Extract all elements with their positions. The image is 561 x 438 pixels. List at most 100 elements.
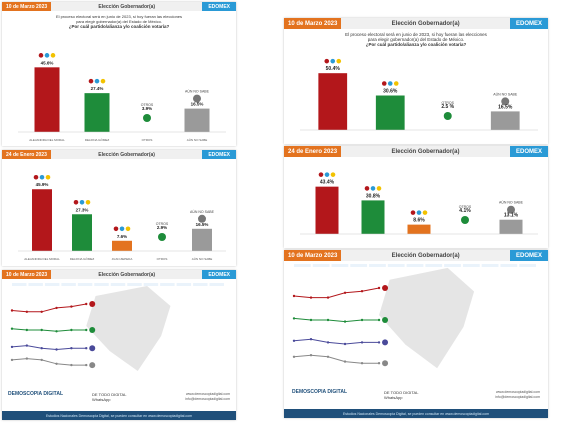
candidate-label: OTROS xyxy=(157,257,168,261)
series-point xyxy=(326,355,330,358)
timeline-tick xyxy=(500,264,518,267)
brand-logo: DEMOSCOPIA DIGITAL xyxy=(292,389,347,395)
value-label: 16.5% xyxy=(191,102,204,107)
series-line xyxy=(11,345,87,351)
timeline-tick xyxy=(12,283,27,286)
bar xyxy=(184,108,210,132)
bar-category-label: OTROS xyxy=(442,101,455,105)
series-point xyxy=(309,296,313,299)
bar-category-label: AÚN NO SABE xyxy=(499,201,524,205)
question-icon xyxy=(198,214,206,223)
bar xyxy=(318,73,348,130)
web-url[interactable]: www.demoscopiadigital.com xyxy=(496,390,540,394)
email-address[interactable]: info@demoscopiadigital.com xyxy=(495,395,540,399)
timeline-tick xyxy=(294,264,311,267)
panel-title: Elección Gobernador(a) xyxy=(50,150,203,159)
series-line xyxy=(293,354,380,364)
otros-icon xyxy=(461,216,469,224)
timeline-tick xyxy=(209,283,224,286)
candidate-label: JUAN ZEPEDA xyxy=(112,257,133,261)
state-map-shape xyxy=(379,267,475,369)
panel-header: 10 de Marzo 2023 Elección Gobernador(a) … xyxy=(2,270,236,279)
series-point xyxy=(343,291,347,294)
value-label: 50.4% xyxy=(326,66,341,72)
party-logo-icon xyxy=(387,81,393,86)
panel-header: 10 de Marzo 2023 Elección Gobernador(a) … xyxy=(2,2,236,11)
timeline-tick xyxy=(444,264,461,267)
panel-header: 24 de Enero 2023 Elección Gobernador(a) … xyxy=(284,146,548,157)
party-logo-icon xyxy=(85,199,91,205)
panel-date: 10 de Marzo 2023 xyxy=(284,250,342,261)
value-label: 27.3% xyxy=(76,207,89,212)
web-url[interactable]: www.demoscopiadigital.com xyxy=(186,392,230,396)
series-point xyxy=(25,328,29,332)
panel-date: 24 de Enero 2023 xyxy=(284,146,342,157)
value-label: 27.4% xyxy=(91,86,104,91)
timeline-tick xyxy=(160,283,175,286)
bar xyxy=(34,67,60,132)
party-logo-icon xyxy=(73,199,79,205)
party-logo-icon xyxy=(370,186,376,191)
party-logo-icon xyxy=(79,199,85,205)
party-logo-icon xyxy=(381,81,387,86)
otros-icon xyxy=(158,233,166,241)
timeline-tick xyxy=(94,283,109,286)
panel-state: EDOMEX xyxy=(509,146,548,157)
panel-date: 10 de Marzo 2023 xyxy=(2,270,52,279)
party-logo-icon xyxy=(44,53,50,58)
candidate-label: OTROS xyxy=(142,138,153,142)
party-logo-icon xyxy=(94,78,100,84)
party-logo-icon xyxy=(364,186,370,191)
candidate-label: DELFINA GÓMEZ xyxy=(70,256,95,261)
series-point xyxy=(292,339,296,342)
party-logo-icon xyxy=(330,58,336,64)
bar-chart-left-january: 45.9% ALEJANDRA DEL MORAL 27.3% DELFINA GÓM… xyxy=(18,174,226,261)
social-twitter: DE TODO DIGITAL WhatsApp xyxy=(384,390,418,400)
web-contact: www.demoscopiadigital.com info@demoscopi… xyxy=(495,390,540,400)
panel-title: Elección Gobernador(a) xyxy=(341,146,510,157)
panel-left-trend: 10 de Marzo 2023 Elección Gobernador(a) … xyxy=(2,270,236,420)
timeline-tick xyxy=(77,283,93,286)
panel-date: 10 de Marzo 2023 xyxy=(284,18,342,29)
series-point xyxy=(377,341,381,344)
bar-category-label: OTROS xyxy=(459,205,472,209)
series-point xyxy=(55,306,58,310)
series-point xyxy=(40,358,43,362)
party-logo-icon xyxy=(39,174,45,180)
question-text: El proceso electoral será en junio de 20… xyxy=(2,14,236,29)
question-line3: ¿Por cuál partido/alianza y/o coalición … xyxy=(365,42,467,47)
panel-right-march: 10 de Marzo 2023 Elección Gobernador(a) … xyxy=(284,18,548,144)
bar xyxy=(315,186,339,234)
series-point xyxy=(85,328,88,332)
party-logo-icon xyxy=(113,226,119,232)
timeline-tick xyxy=(425,264,443,267)
party-logo-icon xyxy=(88,78,94,84)
series-point xyxy=(10,358,14,362)
panel-title: Elección Gobernador(a) xyxy=(341,250,510,261)
candidate-label: AÚN NO SABE xyxy=(192,256,213,261)
series-point xyxy=(326,318,330,322)
series-point xyxy=(10,309,14,312)
question-line2: para elegir gobernador(a) del Estado de … xyxy=(76,19,162,24)
question-icon xyxy=(507,205,515,214)
bar-category-label: OTROS xyxy=(141,103,154,107)
line-chart-right xyxy=(292,264,536,369)
question-icon xyxy=(193,94,201,103)
bar-chart-right-march: 50.4% 30.6% 2.5 %OTROS 16.5% AÚN NO SABE xyxy=(300,58,538,131)
party-logo-icon xyxy=(45,174,51,180)
series-point xyxy=(377,318,381,322)
candidate-label: DELFINA GÓMEZ xyxy=(85,137,110,142)
bar xyxy=(499,219,523,234)
bar-category-label: AÚN NO SABE xyxy=(190,210,215,214)
email-address[interactable]: info@demoscopiadigital.com xyxy=(185,397,230,401)
series-point xyxy=(70,305,73,308)
panel-header: 10 de Marzo 2023 Elección Gobernador(a) … xyxy=(284,250,548,261)
timeline-tick xyxy=(519,264,536,267)
otros-icon xyxy=(143,114,151,122)
bar xyxy=(361,200,385,234)
panel-title: Elección Gobernador(a) xyxy=(51,2,203,11)
party-logo-icon xyxy=(119,226,125,232)
panel-left-january: 24 de Enero 2023 Elección Gobernador(a) … xyxy=(2,150,236,266)
question-text: El proceso electoral será en junio de 20… xyxy=(284,32,548,47)
timeline-tick xyxy=(127,283,142,286)
